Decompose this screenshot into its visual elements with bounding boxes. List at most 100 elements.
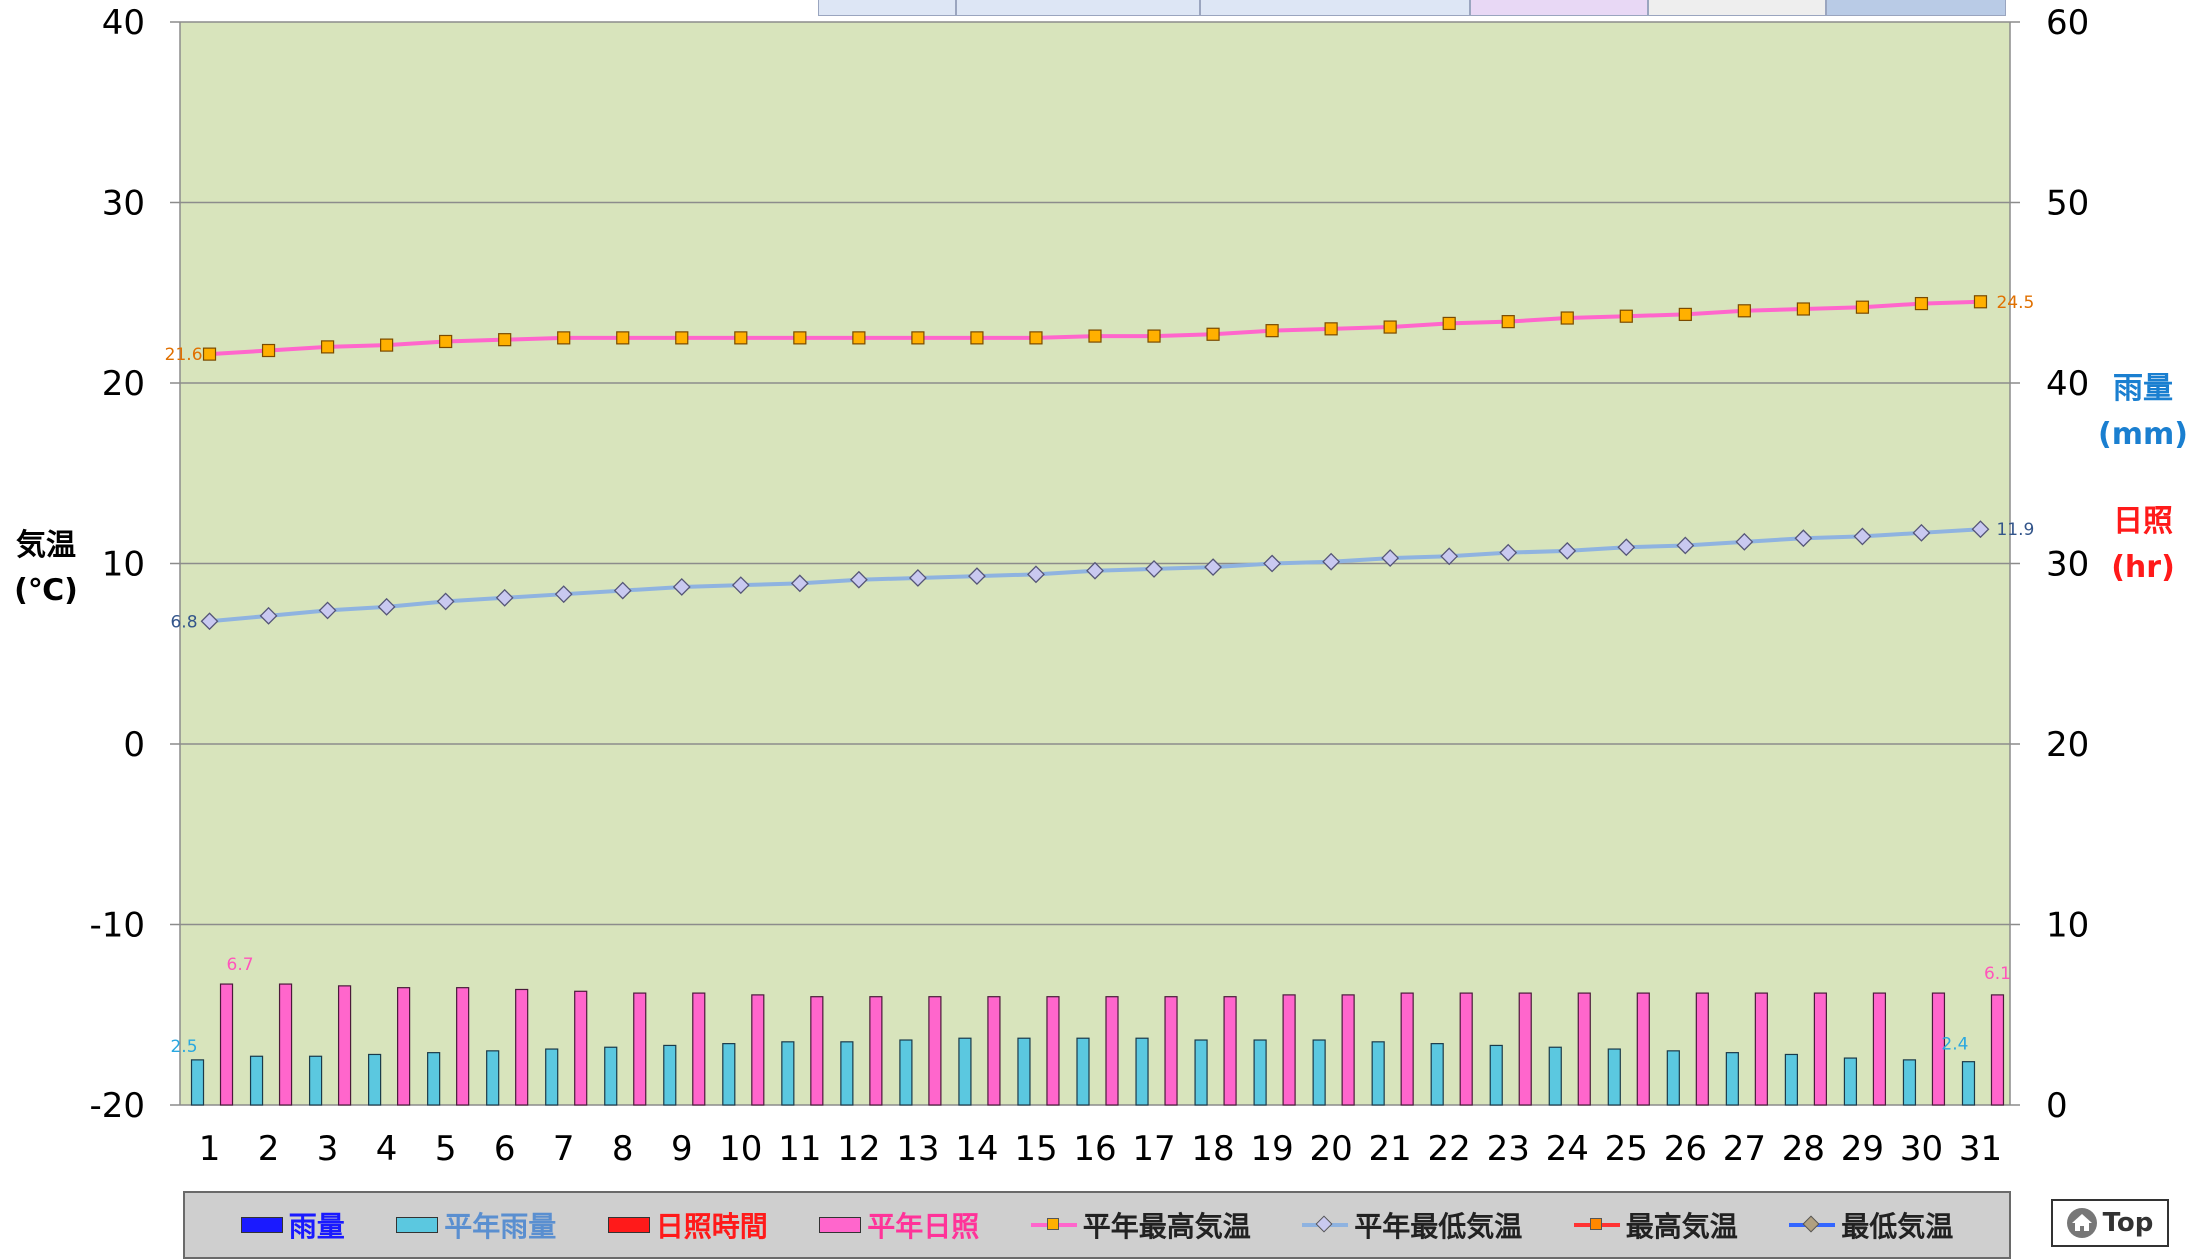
max-temp-normal-point [1914,296,1929,311]
max-temp-normal-point [557,331,571,345]
min-temp-normal-point [1440,547,1459,566]
max-temp-normal-point [1383,320,1397,334]
legend-swatch [819,1217,862,1233]
min-temp-normal-point [968,567,986,586]
tab-fragment-1[interactable] [818,0,956,16]
legend-swatch [1573,1215,1620,1235]
min-temp-last-label: 11.9 [1996,520,2034,540]
min-temp-normal-point [1617,538,1636,557]
min-temp-normal-point [731,576,750,595]
top-button[interactable]: Top [2051,1199,2169,1247]
x-tick-label: 26 [1664,1129,1707,1169]
sun-normal-bar [1223,996,1237,1106]
rain-normal-bar [663,1044,677,1106]
rain-normal-bar [1843,1057,1858,1106]
max-temp-normal-point [911,331,925,345]
min-temp-normal-point [1263,554,1282,573]
max-temp-normal-point [1619,309,1633,323]
min-temp-normal-point [495,588,514,607]
x-tick-label: 23 [1487,1129,1530,1169]
x-tick-label: 25 [1605,1129,1648,1169]
legend-swatch-marker [1802,1215,1820,1233]
max-temp-normal-point [202,347,217,361]
rain-normal-bar [1312,1039,1326,1106]
min-temp-normal-point [1971,520,1990,539]
sun-normal-bar [337,985,352,1106]
legend-item: 最低気温 [1789,1205,1953,1245]
min-temp-normal-point [672,578,691,596]
legend-swatch [1302,1215,1349,1235]
min-temp-normal-point [1735,532,1754,551]
min-temp-normal-point [436,592,455,611]
rain-normal-bar [190,1059,205,1106]
rain-normal-bar [899,1039,913,1106]
x-tick-label: 16 [1073,1129,1116,1169]
x-tick-label: 29 [1841,1129,1884,1169]
min-temp-normal-point [1086,561,1104,580]
max-temp-first-label: 21.6 [165,345,203,365]
max-temp-normal-point [1147,329,1161,343]
bars [190,983,2005,1106]
rain-normal-bar [1017,1037,1031,1106]
x-tick-label: 4 [376,1129,398,1169]
grid [170,21,2020,1106]
sun-normal-bar [751,994,765,1106]
rain-normal-bar [1902,1059,1917,1106]
sun-normal-bar [692,992,706,1106]
min-temp-normal-point [613,581,632,600]
rain-normal-bar [427,1052,441,1106]
sun-normal-bar [1518,992,1532,1106]
legend-label: 日照時間 [655,1210,768,1243]
min-temp-first-label: 6.8 [170,612,197,632]
legend-swatch [1030,1215,1077,1235]
sun-normal-bar [397,987,411,1106]
rain-normal-bar [1666,1050,1680,1106]
rain-normal-bar [604,1046,618,1106]
right-axis-title-sun-line2: (hr) [2111,550,2175,585]
right-tick-label: 0 [2046,1086,2068,1126]
left-tick-label: 40 [102,3,145,43]
rain-normal-bar [840,1041,854,1106]
rain-normal-bar [1371,1041,1385,1106]
legend-item: 平年最低気温 [1302,1205,1522,1245]
sun-normal-bar [1459,992,1473,1106]
x-tick-label: 3 [317,1129,339,1169]
max-temp-normal-point [1324,322,1338,336]
max-temp-normal-point [1973,295,1988,309]
rain-normal-bar [1489,1044,1503,1106]
sun-first-label: 6.7 [227,955,254,975]
sun-normal-bar [1990,994,2005,1106]
sun-normal-bar [810,996,824,1106]
x-tick-label: 24 [1546,1129,1589,1169]
tab-fragment-4[interactable] [1470,0,1648,16]
tab-fragment-3[interactable] [1200,0,1470,16]
tab-fragment-6[interactable] [1826,0,2006,16]
rain-normal-bar [722,1043,736,1106]
top-button-label: Top [2102,1208,2154,1238]
left-axis-title-line2: (℃) [14,573,78,608]
max-temp-normal-point [852,331,866,345]
sun-normal-bar [1400,992,1414,1106]
min-temp-normal-point [318,601,337,620]
max-temp-normal-point [1206,327,1220,341]
legend-label: 平年雨量 [444,1210,557,1243]
x-tick-label: 27 [1723,1129,1766,1169]
sun-normal-bar [1813,992,1827,1106]
rain-normal-bar [1607,1048,1621,1106]
left-tick-label: 0 [123,725,145,765]
min-temp-normal-point [200,612,219,631]
max-temp-normal-point [1796,302,1810,316]
x-tick-label: 17 [1132,1129,1175,1169]
rain-normal-bar [1076,1037,1090,1106]
rain-first-label: 2.5 [170,1037,197,1057]
max-temp-normal-point [734,331,748,345]
sun-normal-bar [633,992,647,1106]
tab-fragment-5[interactable] [1648,0,1826,16]
tab-fragment-2[interactable] [956,0,1200,16]
max-temp-normal-point [1560,311,1574,325]
sun-normal-bar [1164,996,1178,1106]
max-temp-normal-point [675,331,689,345]
rain-normal-bar [308,1055,323,1106]
min-temp-normal-point [1499,543,1518,562]
